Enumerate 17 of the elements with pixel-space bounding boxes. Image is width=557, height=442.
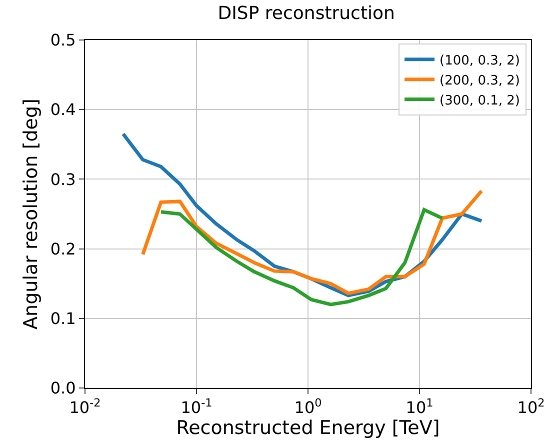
y-tick-label: 0.2 xyxy=(50,239,76,258)
x-tick-label: 10$^{-2}$ xyxy=(69,396,101,418)
chart-title: DISP reconstruction xyxy=(218,3,395,24)
x-tick-label: 10$^{0}$ xyxy=(294,396,322,418)
x-axis-title: Reconstructed Energy [TeV] xyxy=(176,417,440,440)
legend-label: (100, 0.3, 2) xyxy=(440,54,520,68)
y-tick-label: 0.5 xyxy=(50,30,76,50)
y-tick-label: 0.4 xyxy=(50,100,76,120)
x-tick-label: 10$^{-1}$ xyxy=(180,396,212,418)
x-tick-label: 10$^{1}$ xyxy=(406,396,434,418)
y-tick-label: 0.1 xyxy=(50,309,76,328)
y-tick-label: 0.3 xyxy=(50,170,76,189)
x-tick-label: 10$^{2}$ xyxy=(517,396,545,418)
legend-label: (300, 0.1, 2) xyxy=(440,93,520,108)
y-tick-label: 0.0 xyxy=(50,378,76,398)
legend-label: (200, 0.3, 2) xyxy=(440,73,520,88)
y-axis-title: Angular resolution [deg] xyxy=(20,98,42,330)
